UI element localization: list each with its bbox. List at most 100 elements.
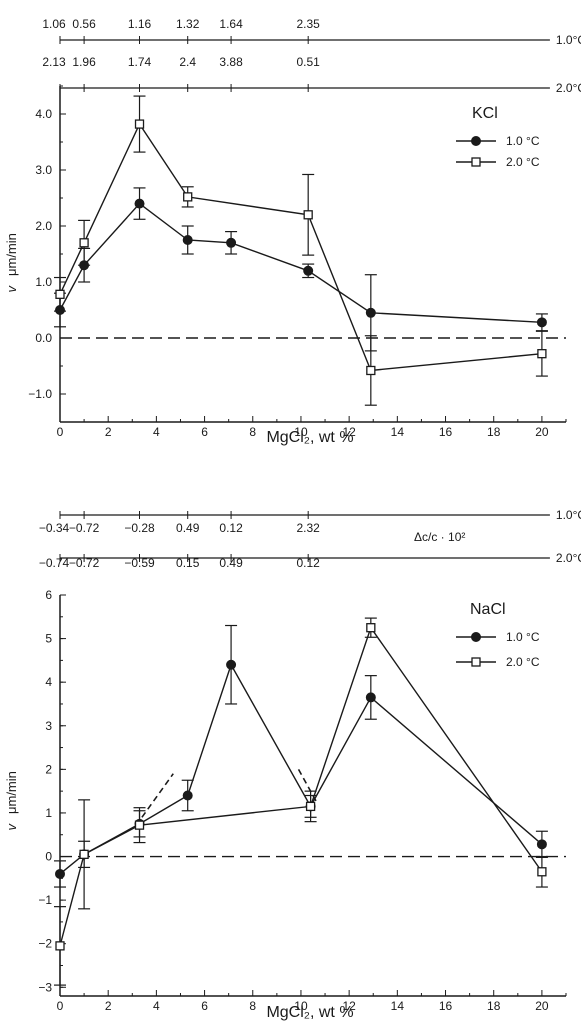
y-axis-label-main: v (4, 823, 19, 831)
top-scale-value: 0.49 (219, 556, 243, 570)
data-point (365, 692, 376, 703)
y-axis-label-unit: μm/min (4, 233, 19, 276)
data-point (55, 289, 65, 299)
legend-marker (471, 632, 481, 642)
y-tick-label: 5 (45, 632, 52, 646)
data-point (366, 623, 376, 633)
data-point (79, 849, 89, 859)
top-scale-value: 2.4 (179, 55, 196, 69)
legend-marker (471, 136, 481, 146)
top-scale-value: −0.59 (124, 556, 155, 570)
x-tick-label: 18 (487, 425, 501, 439)
data-point (226, 659, 237, 670)
top-scale-value: 2.35 (297, 17, 321, 31)
y-tick-label: −1.0 (28, 387, 52, 401)
data-point (134, 198, 145, 209)
x-axis-label: MgCl₂, wt % (266, 1004, 353, 1021)
y-tick-label: 1 (45, 806, 52, 820)
top-scale-value: 1.64 (219, 17, 243, 31)
legend-label: 1.0 °C (506, 134, 540, 148)
top-scale-value: 2.13 (42, 55, 66, 69)
y-tick-label: 0.0 (35, 331, 52, 345)
series-line (59, 122, 542, 372)
series-open-square (54, 617, 548, 986)
x-axis-label: MgCl₂, wt % (266, 429, 353, 446)
data-point (226, 237, 237, 248)
x-tick-label: 14 (391, 999, 405, 1013)
data-point (55, 868, 65, 879)
data-point (134, 820, 145, 830)
y-tick-label: 4.0 (35, 107, 52, 121)
x-tick-label: 0 (57, 425, 64, 439)
x-tick-label: 4 (153, 999, 160, 1013)
panel-label: KCl (472, 105, 498, 122)
data-point (303, 210, 313, 220)
x-tick-label: 18 (487, 999, 501, 1013)
x-tick-label: 2 (105, 999, 112, 1013)
top-scale-name: 2.0°C (556, 551, 581, 565)
x-tick-label: 20 (535, 425, 549, 439)
series-line (59, 202, 542, 324)
chart-panel-nacl: −0.34−0.72−0.280.490.122.321.0°C−0.74−0.… (4, 508, 581, 1021)
panel-label: NaCl (470, 601, 506, 618)
series-open-square (54, 95, 548, 406)
data-point (365, 307, 376, 318)
top-scale-value: 1.06 (42, 17, 66, 31)
top-scale-value: −0.74 (39, 556, 70, 570)
top-scale-value: 3.88 (219, 55, 243, 69)
top-scale-value: 0.12 (219, 521, 243, 535)
y-tick-label: −1 (38, 893, 52, 907)
top-scale-value: 0.15 (176, 556, 200, 570)
x-tick-label: 12 (342, 425, 356, 439)
data-point (79, 238, 89, 248)
x-tick-label: 2 (105, 425, 112, 439)
data-point (303, 265, 314, 276)
x-tick-label: 8 (249, 425, 256, 439)
x-tick-label: 0 (57, 999, 64, 1013)
top-scale-value: −0.72 (69, 556, 100, 570)
y-tick-label: 3 (45, 719, 52, 733)
top-scale-name: 1.0°C (556, 508, 581, 522)
y-axis-label-main: v (4, 285, 19, 293)
legend-marker (471, 657, 481, 667)
top-scale-name: 2.0°C (556, 81, 581, 95)
y-tick-label: 1.0 (35, 275, 52, 289)
legend-label: 2.0 °C (506, 655, 540, 669)
top-scale-value: 0.51 (297, 55, 321, 69)
top-scale-value: 2.32 (297, 521, 321, 535)
delta-label: Δc/c · 10² (414, 530, 465, 544)
top-scale-value: 1.96 (72, 55, 96, 69)
data-point (182, 235, 193, 245)
chart-panel-kcl: 1.060.561.161.321.642.351.0°C2.131.961.7… (4, 17, 581, 446)
legend-marker (471, 157, 481, 167)
data-point (182, 790, 193, 801)
x-tick-label: 16 (439, 425, 453, 439)
y-tick-label: 0 (45, 850, 52, 864)
y-tick-label: 6 (45, 588, 52, 602)
top-scale-value: −0.28 (124, 521, 155, 535)
dashed-segment (141, 773, 174, 818)
top-scale-value: 0.12 (297, 556, 321, 570)
x-tick-label: 12 (342, 999, 356, 1013)
x-tick-label: 10 (294, 425, 308, 439)
y-tick-label: 2 (45, 762, 52, 776)
top-scale-name: 1.0°C (556, 33, 581, 47)
top-scale-value: 1.74 (128, 55, 152, 69)
data-point (536, 317, 547, 328)
data-point (366, 365, 376, 376)
top-scale-value: 0.56 (72, 17, 96, 31)
x-tick-label: 6 (201, 425, 208, 439)
x-tick-label: 20 (535, 999, 549, 1013)
y-tick-label: −3 (38, 980, 52, 994)
data-point (536, 839, 547, 850)
top-scale-value: 0.49 (176, 521, 200, 535)
x-tick-label: 10 (294, 999, 308, 1013)
y-tick-label: 2.0 (35, 219, 52, 233)
y-tick-label: −2 (38, 937, 52, 951)
y-axis-label-group: v μm/min (4, 233, 19, 292)
y-tick-label: 3.0 (35, 163, 52, 177)
y-tick-label: 4 (45, 675, 52, 689)
top-scale-value: 1.16 (128, 17, 152, 31)
data-point (183, 192, 193, 202)
